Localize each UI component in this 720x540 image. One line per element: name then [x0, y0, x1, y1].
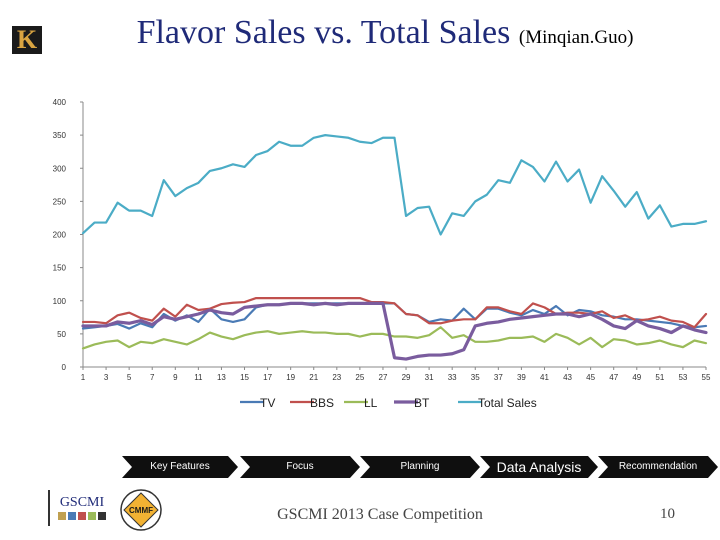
y-tick-label: 200 [53, 231, 67, 240]
nav-data-analysis[interactable]: Data Analysis [480, 456, 598, 478]
legend-label: Total Sales [478, 396, 537, 410]
x-tick-label: 15 [240, 373, 249, 382]
x-tick-label: 3 [104, 373, 109, 382]
cmmf-logo-text: CMMF [129, 506, 153, 515]
gscmi-logo: GSCMI [48, 490, 106, 526]
nav-recommendation[interactable]: Recommendation [598, 456, 718, 478]
series-line-bt [81, 301, 708, 361]
nav-data-analysis-label[interactable]: Data Analysis [480, 456, 598, 478]
y-axis: 0 50 100 150 200 250 300 350 400 [53, 98, 84, 372]
x-tick-label: 23 [332, 373, 341, 382]
series-line-bbs [81, 297, 708, 329]
x-tick-label: 37 [494, 373, 503, 382]
nav-planning-label[interactable]: Planning [360, 456, 480, 478]
nav-key-features[interactable]: Key Features [122, 456, 238, 478]
x-tick-label: 41 [540, 373, 549, 382]
x-tick-label: 47 [609, 373, 618, 382]
series-line-total-sales [81, 134, 708, 236]
x-tick-label: 51 [655, 373, 664, 382]
x-tick-label: 27 [379, 373, 388, 382]
x-tick-label: 7 [150, 373, 155, 382]
chart-legend: TV BBS LL BT Total Sales [240, 396, 537, 410]
y-tick-label: 250 [53, 197, 67, 206]
logo-k-letter: K [16, 25, 38, 54]
x-tick-label: 39 [517, 373, 526, 382]
y-tick-label: 300 [53, 164, 67, 173]
legend-label: LL [364, 396, 378, 410]
y-tick-label: 50 [57, 330, 66, 339]
y-tick-label: 350 [53, 131, 67, 140]
gscmi-logo-text: GSCMI [60, 495, 105, 510]
title-main: Flavor Sales vs. Total Sales [136, 14, 511, 51]
nav-focus[interactable]: Focus [240, 456, 360, 478]
x-tick-label: 19 [286, 373, 295, 382]
logo-k: K [12, 26, 42, 54]
title-subtitle: (Minqian.Guo) [518, 27, 634, 48]
x-tick-label: 1 [81, 373, 86, 382]
x-tick-label: 45 [586, 373, 595, 382]
nav-key-features-label[interactable]: Key Features [122, 456, 238, 478]
chart-series [81, 134, 708, 361]
x-tick-label: 49 [632, 373, 641, 382]
x-tick-label: 9 [173, 373, 178, 382]
y-tick-label: 150 [53, 264, 67, 273]
nav-focus-label[interactable]: Focus [240, 456, 360, 478]
y-tick-label: 400 [53, 98, 67, 107]
x-tick-label: 55 [702, 373, 711, 382]
x-tick-label: 11 [194, 373, 203, 382]
nav-planning[interactable]: Planning [360, 456, 480, 478]
x-tick-label: 17 [263, 373, 272, 382]
x-tick-label: 53 [678, 373, 687, 382]
x-tick-label: 31 [425, 373, 434, 382]
x-tick-label: 25 [355, 373, 364, 382]
x-tick-label: 21 [309, 373, 318, 382]
nav-recommendation-label[interactable]: Recommendation [598, 456, 718, 478]
cmmf-logo: CMMF [120, 489, 162, 531]
legend-label: TV [260, 396, 275, 410]
page-title: Flavor Sales vs. Total Sales (Minqian.Gu… [60, 14, 710, 52]
x-tick-label: 33 [448, 373, 457, 382]
legend-label: BT [414, 396, 430, 410]
x-tick-label: 5 [127, 373, 132, 382]
x-tick-label: 29 [402, 373, 411, 382]
x-tick-label: 35 [471, 373, 480, 382]
footer-text: GSCMI 2013 Case Competition [277, 506, 483, 523]
y-tick-label: 0 [62, 363, 67, 372]
y-tick-label: 100 [53, 297, 67, 306]
legend-label: BBS [310, 396, 334, 410]
x-tick-label: 43 [563, 373, 572, 382]
x-axis: 1 3 5 7 9 11 13 15 17 19 21 23 25 27 29 31 33 35 37 39 41 43 4… [81, 366, 711, 382]
series-line-ll [81, 326, 708, 350]
x-tick-label: 13 [217, 373, 226, 382]
page-number: 10 [660, 506, 675, 522]
